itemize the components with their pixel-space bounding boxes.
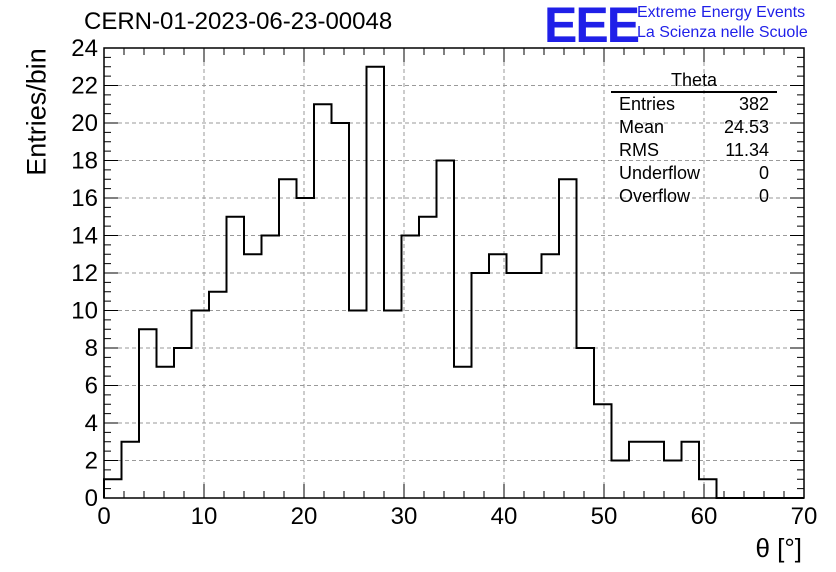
histogram-bin [157,367,175,498]
stats-label: RMS [619,140,659,160]
histogram-outline [103,65,804,499]
y-tick-label: 12 [71,260,98,287]
stats-label: Overflow [619,186,691,206]
histogram-bin [402,236,420,499]
logo-line-1: Extreme Energy Events [637,4,806,21]
chart-title: CERN-01-2023-06-23-00048 [84,8,393,35]
histogram-bin [647,442,665,498]
histogram-bin [192,311,210,499]
stats-row-overflow: Overflow 0 [611,185,777,208]
x-tick-label: 70 [791,503,818,530]
stats-label: Mean [619,117,665,137]
y-tick-label: 8 [85,335,98,362]
x-axis-label: θ [°] [755,533,802,563]
stats-value: 24.53 [723,117,769,137]
histogram-bin [612,461,630,499]
histogram-bin [227,217,245,498]
histogram-bin [332,123,350,498]
x-tick-label: 50 [591,503,618,530]
stats-value: 0 [758,186,769,206]
stats-value: 382 [738,94,769,114]
y-tick-label: 18 [71,148,98,175]
stats-label: Underflow [619,163,701,183]
y-tick-label: 2 [85,448,98,475]
histogram-bin [419,217,437,498]
histogram-bin [524,273,542,498]
histogram-bin [297,198,315,498]
histogram-bin [542,254,560,498]
eee-logo-text: Extreme Energy Events La Scienza nelle S… [637,3,808,43]
histogram-bin [507,273,525,498]
y-tick-label: 16 [71,185,98,212]
y-tick-label: 0 [85,485,98,512]
histogram-bin [262,236,280,499]
y-tick-label: 6 [85,373,98,400]
histogram-bin [682,442,700,498]
histogram-bin [209,292,227,498]
x-tick-label: 60 [691,503,718,530]
x-tick-label: 0 [97,503,110,530]
logo-line-2: La Scienza nelle Scuole [637,24,808,41]
x-tick-label: 30 [391,503,418,530]
y-tick-label: 20 [71,110,98,137]
histogram-bin [454,367,472,498]
histogram-bin [244,254,262,498]
stats-value: 11.34 [725,140,769,160]
histogram-bin [314,104,332,498]
y-tick-label: 10 [71,298,98,325]
histogram-bin [559,179,577,498]
histogram-bin [384,311,402,499]
histogram-bin [629,442,647,498]
stats-label: Entries [619,94,676,114]
histogram-bin [139,329,157,498]
x-tick-label: 20 [291,503,318,530]
stats-row-entries: Entries 382 [611,93,777,116]
y-tick-label: 14 [71,223,98,250]
y-tick-label: 4 [85,410,98,437]
stats-row-mean: Mean 24.53 [611,116,777,139]
histogram-bin [489,254,507,498]
histogram-bin [699,479,717,498]
stats-title: Theta [611,70,777,93]
stats-value: 0 [758,163,769,183]
x-tick-label: 40 [491,503,518,530]
stats-row-rms: RMS 11.34 [611,139,777,162]
histogram-bin [349,311,367,499]
histogram-bin [594,404,612,498]
histogram-bin [577,348,595,498]
histogram-bin [367,67,385,498]
histogram-bin [437,161,455,499]
plot-frame [103,47,805,499]
stats-box: Theta Entries 382 Mean 24.53 RMS 11.34 U… [611,70,777,208]
histogram-bin [104,479,122,498]
stats-row-underflow: Underflow 0 [611,162,777,185]
y-tick-label: 24 [71,35,98,62]
histogram-bin [174,348,192,498]
histogram-bin [664,461,682,499]
histogram-bin [122,442,140,498]
eee-logo-mark: EEE [544,0,640,53]
y-tick-label: 22 [71,73,98,100]
histogram-bin [279,179,297,498]
x-tick-label: 10 [191,503,218,530]
histogram-bin [472,273,490,498]
